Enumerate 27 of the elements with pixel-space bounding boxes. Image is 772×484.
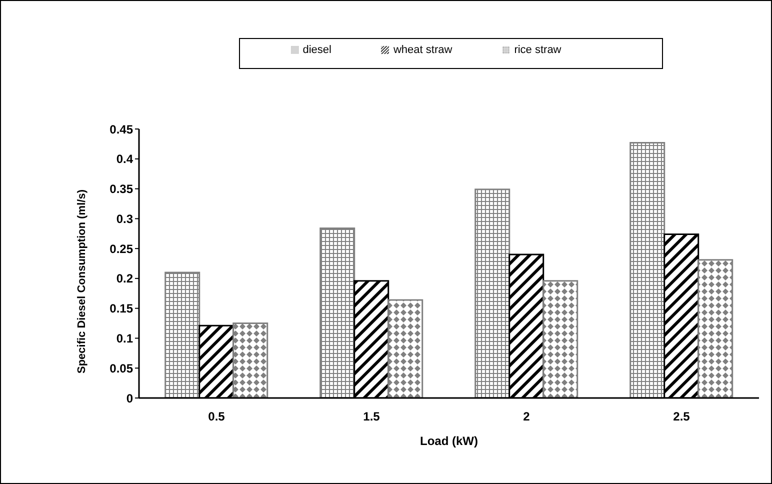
legend-label: wheat straw (393, 44, 452, 56)
x-tick-label: 1.5 (363, 410, 380, 424)
y-tick-label: 0 (126, 391, 134, 406)
y-tick-label: 0.2 (116, 272, 134, 286)
y-tick-label: 0.35 (110, 182, 134, 196)
bar (698, 259, 734, 398)
bar (164, 272, 200, 398)
x-tick-label: 2.5 (673, 410, 690, 424)
x-tick-label: 2 (523, 410, 530, 424)
y-axis-title: Specific Diesel Consumption (ml/s) (76, 189, 88, 374)
x-axis-title: Load (kW) (420, 434, 478, 448)
legend-label: rice straw (514, 44, 562, 56)
y-tick-label: 0.3 (116, 212, 134, 226)
bar (630, 142, 666, 398)
bar (388, 299, 424, 398)
y-tick-label: 0.1 (116, 331, 134, 346)
legend-label: diesel (302, 44, 332, 56)
bar (542, 280, 578, 398)
bar (232, 322, 268, 398)
bar (474, 188, 510, 398)
y-tick-label: 0.15 (110, 302, 134, 316)
y-tick-label: 0.4 (116, 152, 134, 166)
bar (320, 227, 356, 398)
x-tick-label: 0.5 (208, 410, 226, 424)
y-tick-label: 0.45 (110, 122, 134, 136)
y-tick-label: 0.25 (110, 242, 134, 256)
y-tick-label: 0.05 (110, 361, 134, 376)
